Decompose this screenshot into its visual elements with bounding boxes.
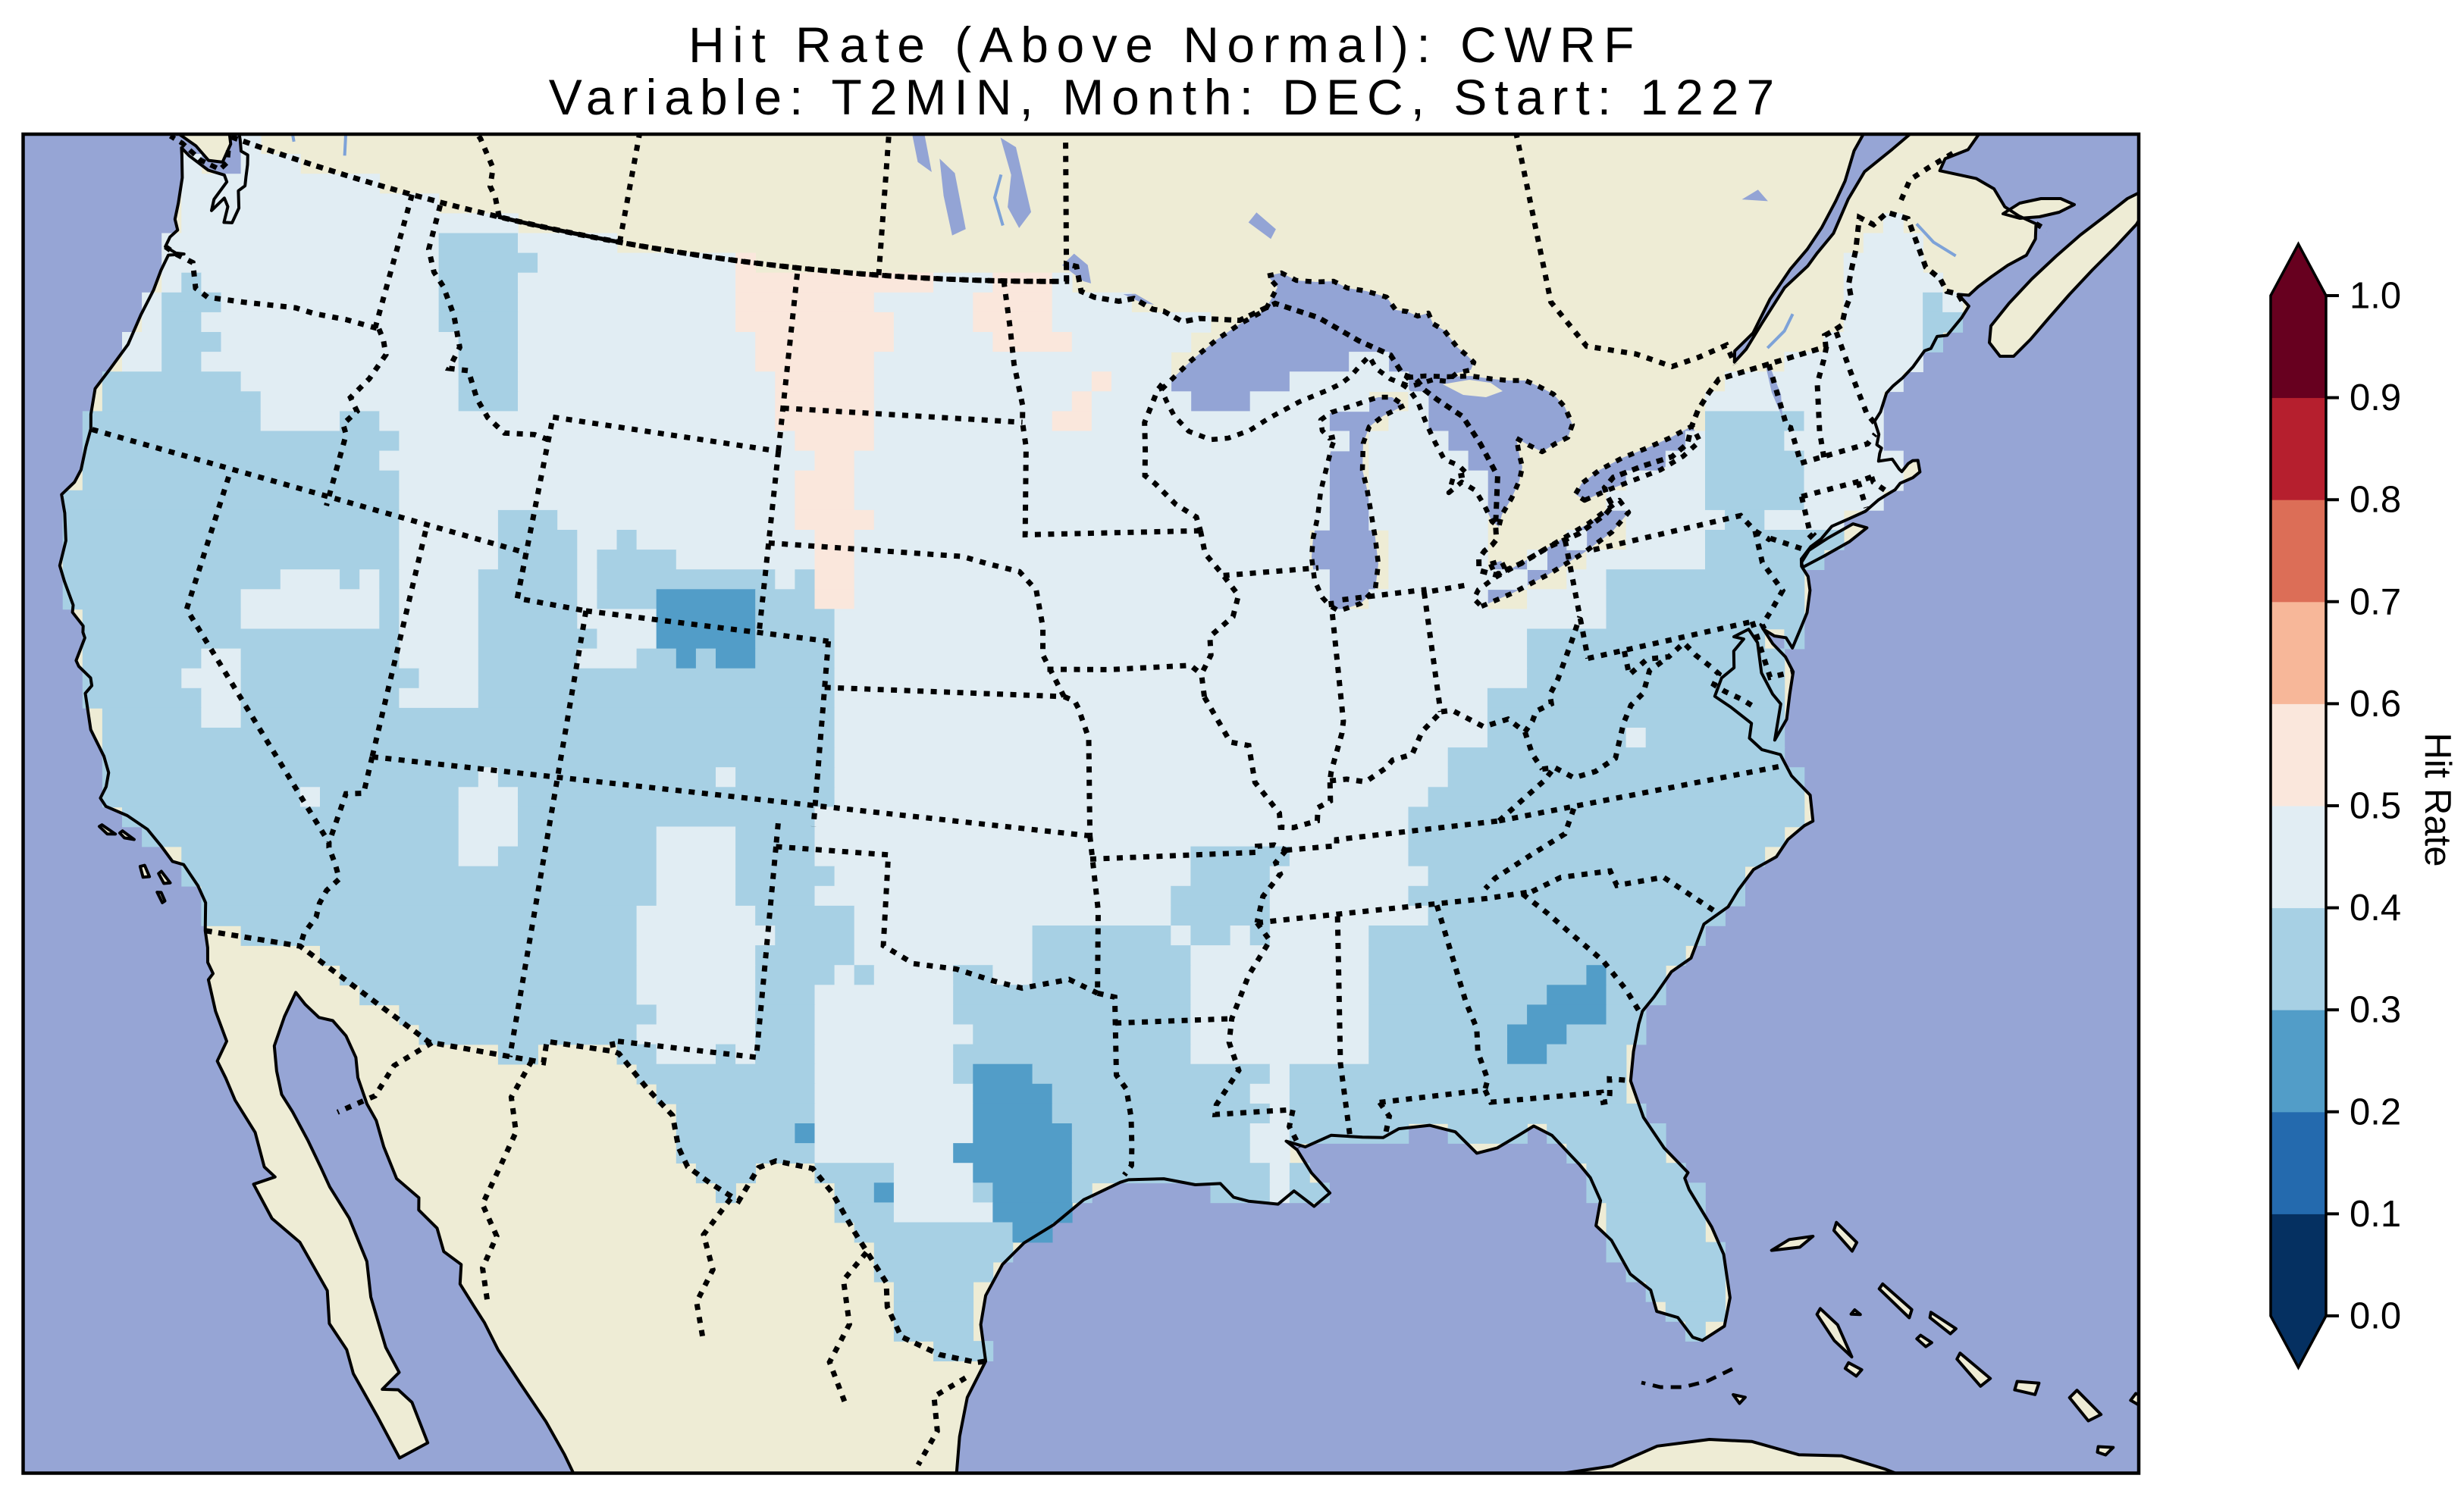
svg-text:0.7: 0.7: [2350, 581, 2401, 622]
svg-text:0.3: 0.3: [2350, 990, 2401, 1031]
svg-text:0.6: 0.6: [2350, 684, 2401, 725]
svg-text:Hit Rate (Above Normal): CWRF: Hit Rate (Above Normal): CWRF: [688, 17, 1642, 73]
svg-text:Hit Rate: Hit Rate: [2417, 732, 2458, 866]
svg-text:0.0: 0.0: [2350, 1296, 2401, 1337]
svg-text:0.4: 0.4: [2350, 888, 2401, 929]
svg-text:Variable: T2MIN, Month: DEC, S: Variable: T2MIN, Month: DEC, Start: 1227: [549, 69, 1782, 125]
svg-text:0.2: 0.2: [2350, 1092, 2401, 1132]
svg-text:1.0: 1.0: [2350, 276, 2401, 317]
svg-text:0.8: 0.8: [2350, 480, 2401, 521]
svg-text:0.9: 0.9: [2350, 377, 2401, 418]
svg-text:0.1: 0.1: [2350, 1194, 2401, 1235]
svg-text:0.5: 0.5: [2350, 786, 2401, 827]
